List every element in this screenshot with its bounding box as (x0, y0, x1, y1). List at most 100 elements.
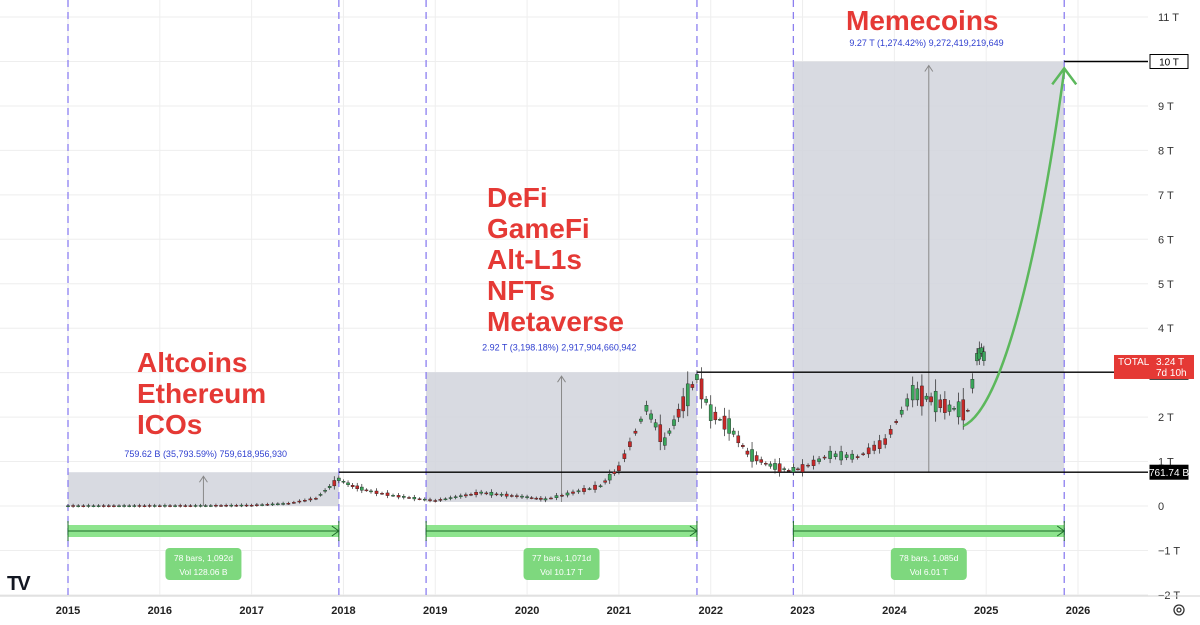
candle-body (750, 449, 754, 462)
candle-body (234, 505, 239, 507)
candle-body (332, 480, 337, 487)
date-range-info-box (165, 548, 242, 580)
candle-body (178, 505, 183, 507)
candle-body (117, 505, 121, 507)
candle-body (520, 495, 524, 498)
candle-body (681, 396, 685, 412)
candle-body (861, 453, 865, 455)
candle-body (198, 505, 203, 507)
candle-body (768, 463, 773, 467)
candle-body (855, 456, 860, 458)
tradingview-logo[interactable]: TV (7, 573, 31, 595)
candle-body (369, 490, 373, 493)
era-heading-line: Metaverse (487, 306, 624, 337)
candle-body (966, 410, 970, 412)
candle-body (943, 399, 947, 413)
candle-body (938, 399, 943, 408)
candle-body (260, 504, 264, 506)
candle-body (612, 471, 617, 474)
candle-body (741, 445, 745, 447)
candle-body (314, 498, 318, 500)
date-range-arrow (1056, 525, 1066, 537)
candle-body (828, 450, 832, 459)
settings-gear-icon[interactable] (1172, 603, 1186, 617)
x-axis-tick-label: 2020 (515, 605, 539, 617)
candle-body (286, 503, 291, 505)
candle-body (224, 505, 228, 507)
date-range-info-box (523, 548, 600, 580)
candle-body (66, 505, 70, 507)
candle-body (883, 438, 887, 445)
candle-body (364, 489, 369, 492)
candle-body (355, 485, 360, 489)
candle-body (292, 502, 296, 504)
candle-body (633, 430, 638, 434)
candle-body (337, 477, 341, 481)
x-axis-tick-label: 2015 (56, 605, 80, 617)
candle-body (346, 482, 350, 485)
candle-body (736, 435, 741, 444)
candle-body (685, 383, 690, 407)
candle-body (396, 495, 401, 498)
date-range-info-box (890, 548, 967, 580)
candle-body (704, 398, 708, 403)
candle-body (276, 503, 280, 506)
candle-body (107, 505, 111, 507)
range-arrow-head (924, 64, 934, 72)
candle-body (469, 494, 473, 496)
candle-body (158, 505, 162, 507)
y-axis-tick-label: 5 T (1158, 279, 1174, 291)
era-heading-line: Altcoins (137, 347, 247, 378)
candle-body (350, 485, 355, 487)
candle-body (866, 447, 871, 455)
candle-body (782, 468, 786, 470)
candle-body (796, 468, 800, 471)
y-axis-tick-label: 11 T (1158, 12, 1179, 24)
candle-body (484, 492, 489, 495)
candle-body (209, 505, 213, 507)
candle-body (479, 491, 483, 494)
candle-body (385, 492, 390, 496)
candle-body (401, 496, 406, 498)
candle-body (565, 492, 570, 496)
candle-body (534, 497, 539, 500)
date-range-bars-text: 78 bars, 1,085d (899, 553, 958, 563)
candle-body (380, 493, 384, 495)
candle-body (915, 388, 920, 401)
candle-body (970, 379, 975, 389)
candle-body (453, 496, 458, 498)
candle-body (690, 384, 695, 388)
measure-range-text: 2.92 T (3,198.18%) 2,917,904,660,942 (482, 342, 636, 352)
candle-body (474, 492, 478, 496)
candle-body (947, 404, 952, 412)
candle-body (554, 495, 559, 498)
candle-body (265, 504, 270, 506)
candle-body (888, 428, 893, 435)
measure-range-text: 759.62 B (35,793.59%) 759,618,956,930 (124, 449, 287, 459)
candle-body (607, 473, 612, 481)
x-axis-tick-label: 2024 (882, 605, 907, 617)
candle-body (961, 399, 966, 421)
candle-body (543, 498, 548, 501)
candle-body (127, 505, 132, 507)
era-heading-line: DeFi (487, 182, 548, 213)
candle-body (872, 444, 876, 451)
era-heading-line: Memecoins (846, 5, 999, 36)
candle-body (731, 430, 736, 435)
candle-body (952, 408, 956, 410)
candle-body (203, 505, 208, 507)
candle-body (428, 499, 432, 501)
candle-body (933, 390, 938, 413)
candle-body (708, 404, 713, 421)
candle-body (979, 347, 984, 354)
candle-body (417, 498, 422, 500)
candle-body (905, 398, 910, 407)
candle-body (489, 491, 494, 496)
candle-body (672, 419, 676, 426)
candle-body (448, 497, 453, 499)
date-range-bars-text: 77 bars, 1,071d (532, 553, 591, 563)
candle-body (598, 485, 603, 488)
candle-body (722, 415, 727, 430)
